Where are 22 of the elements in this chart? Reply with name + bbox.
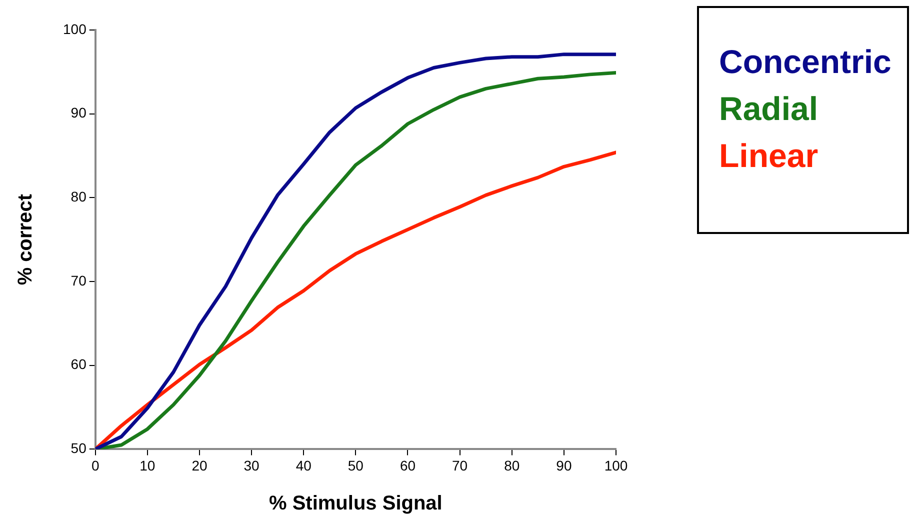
x-tick-label: 70 bbox=[452, 457, 468, 474]
y-tick-label: 70 bbox=[70, 272, 87, 288]
y-tick-label: 60 bbox=[70, 356, 87, 372]
x-axis-title: % Stimulus Signal bbox=[269, 492, 442, 515]
x-tick-label: 20 bbox=[192, 457, 208, 474]
y-tick-label: 90 bbox=[70, 104, 87, 121]
text: Radial bbox=[719, 89, 820, 129]
text: Concentric bbox=[719, 42, 892, 82]
y-tick-label: 50 bbox=[70, 440, 87, 456]
x-tick-label: 10 bbox=[140, 457, 156, 474]
y-tick-label: 100 bbox=[63, 20, 87, 37]
text: Linear bbox=[719, 136, 820, 176]
y-tick-label: 80 bbox=[70, 188, 87, 205]
x-tick-label: 60 bbox=[400, 457, 416, 474]
x-tick-label: 0 bbox=[91, 457, 100, 474]
x-tick-label: 50 bbox=[348, 457, 364, 474]
x-tick-label: 80 bbox=[504, 457, 520, 474]
y-axis-title: % correct bbox=[14, 194, 37, 286]
x-tick-label: 90 bbox=[556, 457, 572, 474]
x-tick-label: 100 bbox=[604, 457, 628, 474]
x-tick-label: 30 bbox=[244, 457, 260, 474]
x-tick-label: 40 bbox=[296, 457, 312, 474]
